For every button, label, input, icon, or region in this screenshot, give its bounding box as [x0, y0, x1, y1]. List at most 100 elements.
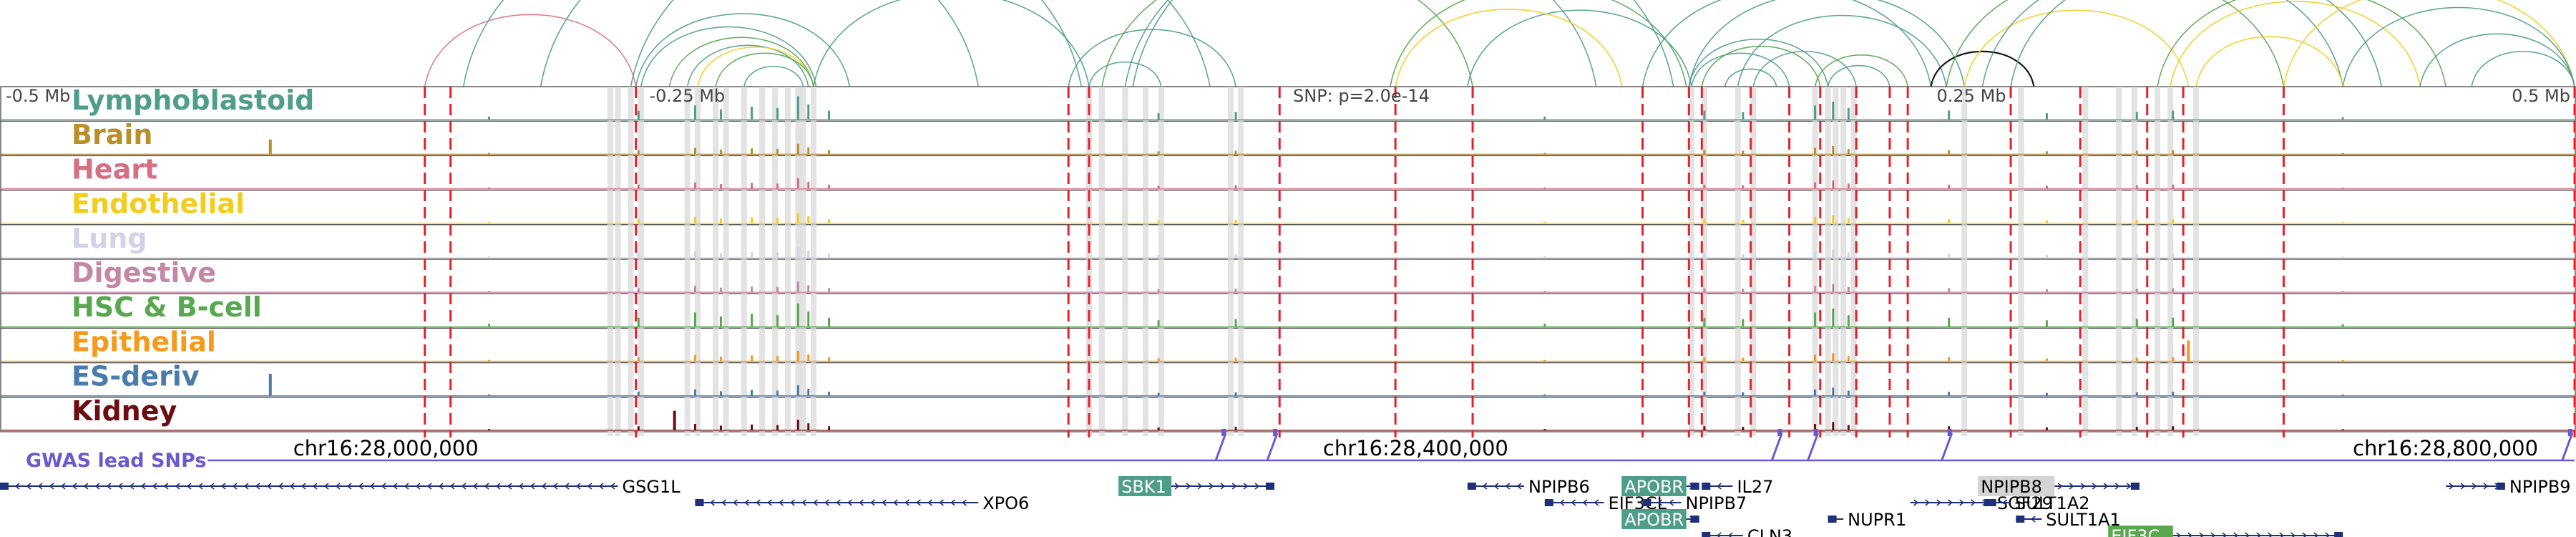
loop-arc — [1068, 29, 1236, 87]
signal-peak — [2135, 357, 2138, 362]
signal-peak — [796, 143, 799, 155]
strand-arrow — [1571, 499, 1576, 506]
signal-peak — [828, 426, 831, 430]
gene-highlight — [1978, 476, 2055, 496]
gene-exon — [2334, 532, 2343, 537]
open-region-band — [1840, 87, 1847, 436]
strand-arrow — [83, 483, 89, 490]
signal-peak — [2135, 392, 2138, 396]
loop-arc — [630, 0, 1211, 87]
strand-arrow — [2092, 483, 2097, 490]
signal-peak — [1742, 185, 1745, 189]
signal-peak — [637, 426, 640, 430]
signal-peak — [1948, 426, 1951, 430]
strand-arrow — [1594, 499, 1599, 506]
signal-peak — [828, 150, 831, 155]
signal-peak — [1543, 153, 1546, 155]
strand-arrow — [312, 483, 318, 490]
signal-peak — [2135, 219, 2138, 223]
open-region-band — [1735, 87, 1741, 436]
gwas-snp-marker — [1221, 429, 1226, 436]
signal-peak — [719, 316, 722, 327]
signal-peak — [2341, 187, 2344, 189]
strand-arrow — [1657, 499, 1663, 506]
open-region-band — [1158, 87, 1164, 436]
coordinate-label: chr16:28,400,000 — [1323, 436, 1508, 460]
signal-peak — [719, 287, 722, 293]
loop-arc — [1701, 45, 1821, 87]
signal-layer — [1, 96, 2575, 431]
signal-peak — [637, 392, 640, 396]
gene-label: NPIPB7 — [1685, 493, 1747, 513]
open-region-band — [2116, 87, 2122, 436]
track-frames-layer — [0, 86, 2576, 432]
gene-exon — [1467, 483, 1476, 490]
signal-peak — [719, 253, 722, 258]
signal-peak — [1847, 315, 1850, 327]
strand-arrow — [927, 499, 932, 506]
open-region-band — [638, 87, 644, 436]
gene-label: CLN3 — [1747, 526, 1792, 537]
gene-exon — [1987, 499, 1996, 506]
signal-peak — [637, 184, 640, 189]
signal-peak — [1814, 286, 1817, 293]
loop-arc — [813, 0, 1090, 87]
gene-exon — [2016, 516, 2025, 523]
strand-arrow — [1231, 483, 1237, 490]
signal-peak — [807, 285, 810, 293]
strand-arrow — [733, 499, 738, 506]
strand-arrow — [904, 499, 909, 506]
strand-arrow — [1925, 499, 1931, 506]
signal-peak — [2341, 222, 2344, 223]
signal-peak — [693, 286, 696, 293]
signal-peak — [1234, 427, 1237, 430]
signal-peak — [776, 286, 779, 293]
strand-arrow — [26, 483, 31, 490]
gene-exon — [1544, 499, 1553, 506]
loop-arc — [1688, 0, 1966, 87]
signal-peak — [807, 181, 810, 189]
signal-peak — [828, 392, 831, 396]
loop-arc — [668, 37, 814, 87]
strand-arrow — [266, 483, 272, 490]
loop-arc — [540, 0, 1082, 87]
strand-arrow — [1516, 483, 1522, 490]
signal-peak — [2135, 289, 2138, 293]
signal-peak — [2172, 219, 2175, 223]
signal-peak — [828, 253, 831, 258]
track-frame — [0, 258, 2576, 294]
gwas-snp-marker — [1947, 429, 1952, 436]
signal-peak — [1543, 116, 1546, 120]
signal-peak — [488, 116, 491, 120]
signal-peak — [693, 216, 696, 223]
signal-peak — [1543, 256, 1546, 258]
gene-highlight — [1118, 476, 1172, 496]
signal-peak — [751, 314, 753, 327]
signal-peak — [693, 105, 696, 120]
gwas-snp-link — [2561, 432, 2574, 461]
strand-arrow — [870, 499, 875, 506]
gene-exon — [2496, 483, 2505, 490]
open-region-band — [1688, 87, 1694, 436]
open-region-band — [759, 87, 766, 436]
strand-arrow — [175, 483, 180, 490]
signal-peak — [807, 311, 810, 327]
signal-peak — [2045, 254, 2048, 258]
signal-peak — [488, 256, 491, 258]
strand-arrow — [117, 483, 123, 490]
distance-label: 0.5 Mb — [2512, 86, 2570, 106]
strand-arrow — [1220, 483, 1226, 490]
signal-peak — [2341, 395, 2344, 396]
loop-arc — [635, 13, 851, 87]
loop-arc — [1946, 0, 2285, 87]
signal-peak — [2045, 427, 2048, 430]
open-region-band — [723, 87, 729, 436]
strand-arrow — [2245, 532, 2250, 537]
strand-arrow — [94, 483, 100, 490]
signal-peak — [693, 389, 696, 396]
signal-peak — [488, 153, 491, 155]
strand-arrow — [232, 483, 238, 490]
open-region-band — [2018, 87, 2024, 436]
signal-peak — [751, 148, 753, 155]
open-region-band — [2167, 87, 2174, 436]
